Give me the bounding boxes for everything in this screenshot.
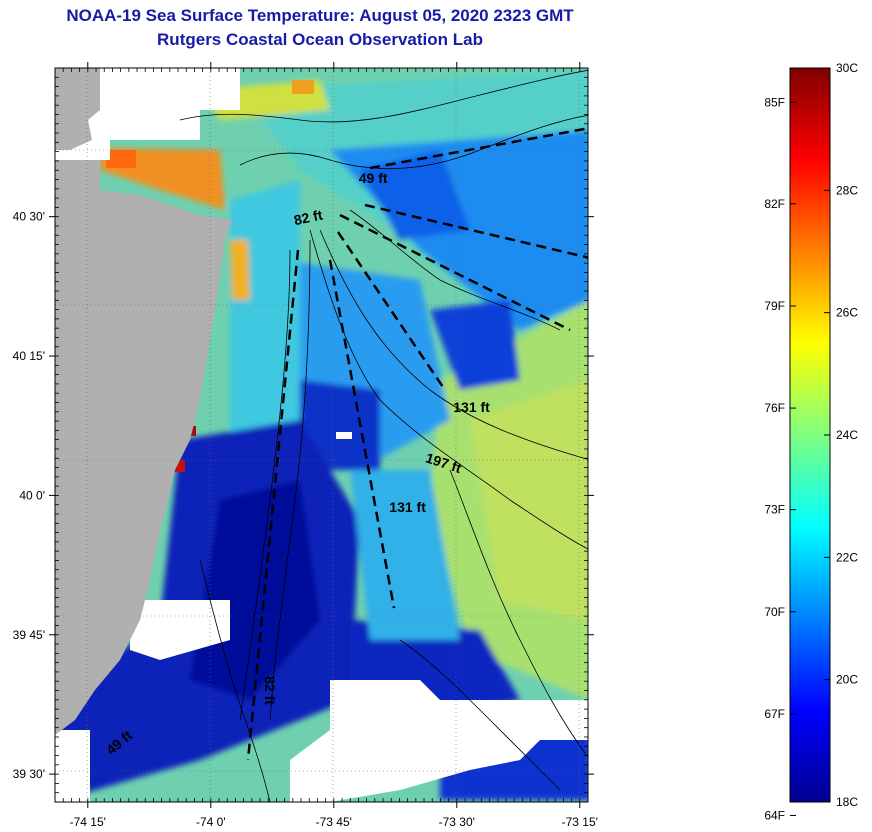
colorbar-f-label: 76F — [764, 401, 785, 415]
colorbar — [789, 67, 831, 803]
lon-tick-label: -74 0' — [196, 815, 226, 829]
depth-label: 82 ft — [262, 676, 278, 705]
land-mass — [55, 68, 232, 735]
depth-contours — [179, 69, 588, 802]
lon-tick-label: -73 45' — [316, 815, 352, 829]
colorbar-c-label: 28C — [836, 183, 858, 197]
colorbar-c-label: 26C — [836, 306, 858, 320]
depth-label: 82 ft — [292, 206, 324, 228]
no-data-regions — [55, 68, 588, 802]
lon-tick-label: -73 30' — [439, 815, 475, 829]
colorbar-f-label: 85F — [764, 95, 785, 109]
lat-tick-label: 40 0' — [19, 488, 45, 502]
colorbar-c-label: 30C — [836, 61, 858, 75]
graticule — [55, 68, 588, 802]
map-subtitle: Rutgers Coastal Ocean Observation Lab — [157, 30, 483, 49]
lat-tick-label: 40 15' — [13, 349, 45, 363]
colorbar-f-label: 64F — [764, 808, 785, 822]
colorbar-f-label: 70F — [764, 605, 785, 619]
lat-tick-label: 39 45' — [13, 628, 45, 642]
lat-tick-label: 39 30' — [13, 767, 45, 781]
transect-lines — [246, 127, 588, 761]
depth-label: 49 ft — [359, 170, 388, 186]
colorbar-c-label: 20C — [836, 673, 858, 687]
longitude-axis: -74 15' -74 0' -73 45' -73 30' -73 15' — [70, 62, 598, 829]
colorbar-f-label: 73F — [764, 503, 785, 517]
lon-tick-label: -73 15' — [562, 815, 598, 829]
colorbar-celsius-labels: 30C 28C 26C 24C 22C 20C 18C — [824, 61, 858, 809]
depth-label: 131 ft — [389, 499, 426, 515]
lat-tick-label: 40 30' — [13, 210, 45, 224]
colorbar-f-label: 67F — [764, 707, 785, 721]
minor-ticks — [54, 67, 588, 803]
map-frame — [54, 67, 589, 803]
warm-pixel-patch — [292, 80, 314, 94]
colorbar-c-label: 24C — [836, 428, 858, 442]
warm-pixel-patch — [106, 150, 136, 168]
sst-patches — [60, 70, 588, 800]
colorbar-f-label: 79F — [764, 299, 785, 313]
colorbar-f-label: 82F — [764, 197, 785, 211]
map-title: NOAA-19 Sea Surface Temperature: August … — [66, 6, 574, 25]
colorbar-c-label: 18C — [836, 795, 858, 809]
latitude-axis: 40 30' 40 15' 40 0' 39 45' 39 30' — [13, 210, 594, 781]
colorbar-c-label: 22C — [836, 550, 858, 564]
colorbar-fahrenheit-labels: 85F 82F 79F 76F 73F 70F 67F 64F — [764, 95, 796, 822]
lon-tick-label: -74 15' — [70, 815, 106, 829]
depth-label: 131 ft — [453, 399, 490, 415]
